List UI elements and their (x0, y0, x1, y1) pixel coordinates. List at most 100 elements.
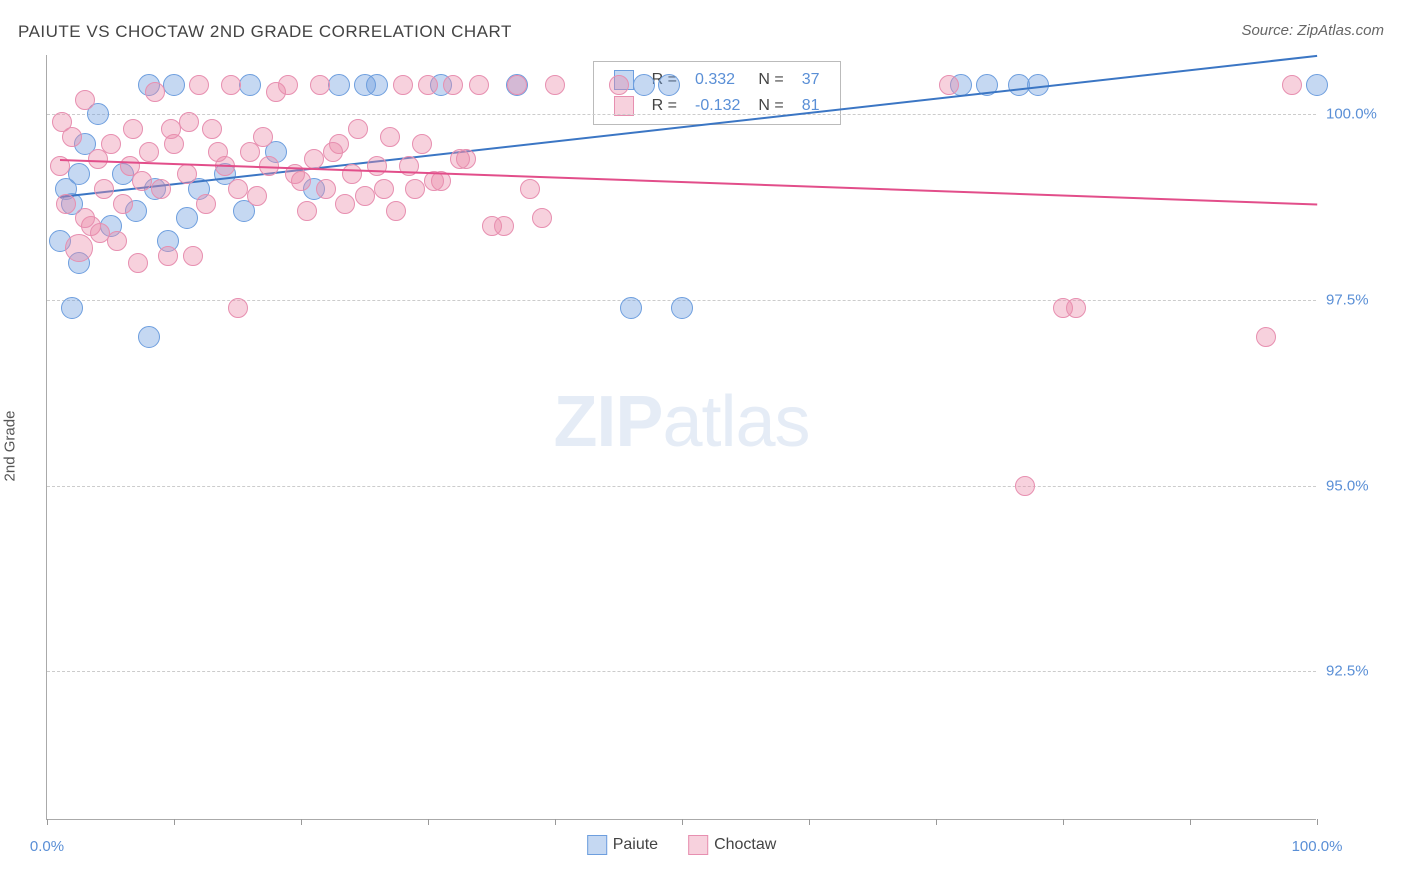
scatter-point (158, 246, 178, 266)
scatter-point (65, 234, 93, 262)
scatter-point (310, 75, 330, 95)
scatter-point (355, 186, 375, 206)
scatter-point (609, 75, 629, 95)
scatter-point (101, 134, 121, 154)
scatter-point (323, 142, 343, 162)
y-tick-label: 95.0% (1326, 477, 1386, 494)
scatter-point (386, 201, 406, 221)
scatter-point (139, 142, 159, 162)
scatter-point (494, 216, 514, 236)
scatter-point (138, 326, 160, 348)
scatter-point (123, 119, 143, 139)
scatter-point (335, 194, 355, 214)
gridline (47, 114, 1316, 115)
scatter-point (94, 179, 114, 199)
gridline (47, 671, 1316, 672)
scatter-point (90, 223, 110, 243)
scatter-point (1306, 74, 1328, 96)
x-tick (555, 819, 556, 825)
scatter-point (939, 75, 959, 95)
scatter-point (469, 75, 489, 95)
x-tick (1317, 819, 1318, 825)
gridline (47, 486, 1316, 487)
x-tick (301, 819, 302, 825)
scatter-point (278, 75, 298, 95)
scatter-point (56, 194, 76, 214)
chart-container: PAIUTE VS CHOCTAW 2ND GRADE CORRELATION … (0, 0, 1406, 892)
chart-title: PAIUTE VS CHOCTAW 2ND GRADE CORRELATION … (18, 22, 512, 42)
scatter-point (405, 179, 425, 199)
scatter-point (253, 127, 273, 147)
scatter-point (658, 74, 680, 96)
scatter-point (52, 112, 72, 132)
x-tick (936, 819, 937, 825)
scatter-point (1282, 75, 1302, 95)
scatter-point (113, 194, 133, 214)
scatter-point (189, 75, 209, 95)
scatter-point (145, 82, 165, 102)
y-tick-label: 100.0% (1326, 106, 1386, 123)
x-tick-label: 100.0% (1292, 838, 1343, 855)
watermark: ZIPatlas (553, 381, 809, 463)
scatter-point (374, 179, 394, 199)
scatter-point (61, 297, 83, 319)
scatter-point (228, 298, 248, 318)
scatter-point (304, 149, 324, 169)
scatter-point (620, 297, 642, 319)
scatter-point (545, 75, 565, 95)
x-tick-label: 0.0% (30, 838, 64, 855)
scatter-point (380, 127, 400, 147)
scatter-point (520, 179, 540, 199)
scatter-point (418, 75, 438, 95)
scatter-point (132, 171, 152, 191)
x-tick (174, 819, 175, 825)
scatter-point (196, 194, 216, 214)
scatter-point (176, 207, 198, 229)
scatter-point (532, 208, 552, 228)
scatter-point (507, 75, 527, 95)
x-tick (1190, 819, 1191, 825)
scatter-point (393, 75, 413, 95)
x-tick (682, 819, 683, 825)
scatter-point (221, 75, 241, 95)
scatter-point (412, 134, 432, 154)
plot-area: ZIPatlas R =0.332N =37R =-0.132N =81 Pai… (46, 55, 1316, 820)
scatter-point (163, 74, 185, 96)
y-tick-label: 97.5% (1326, 292, 1386, 309)
scatter-point (316, 179, 336, 199)
scatter-point (342, 164, 362, 184)
x-tick (1063, 819, 1064, 825)
scatter-point (202, 119, 222, 139)
scatter-point (247, 186, 267, 206)
scatter-point (128, 253, 148, 273)
scatter-point (183, 246, 203, 266)
scatter-point (1066, 298, 1086, 318)
scatter-point (348, 119, 368, 139)
scatter-point (1256, 327, 1276, 347)
x-tick (428, 819, 429, 825)
scatter-point (151, 179, 171, 199)
y-tick-label: 92.5% (1326, 663, 1386, 680)
scatter-point (366, 74, 388, 96)
scatter-point (367, 156, 387, 176)
x-tick (809, 819, 810, 825)
scatter-point (443, 75, 463, 95)
scatter-point (177, 164, 197, 184)
scatter-point (1015, 476, 1035, 496)
legend-item: Paiute (587, 835, 658, 855)
legend-item: Choctaw (688, 835, 776, 855)
scatter-point (208, 142, 228, 162)
scatter-point (228, 179, 248, 199)
series-legend: Paiute Choctaw (587, 835, 777, 855)
scatter-point (671, 297, 693, 319)
scatter-point (75, 90, 95, 110)
scatter-point (633, 74, 655, 96)
x-tick (47, 819, 48, 825)
scatter-point (328, 74, 350, 96)
scatter-point (450, 149, 470, 169)
y-axis-label: 2nd Grade (2, 411, 19, 482)
source-label: Source: ZipAtlas.com (1241, 22, 1384, 39)
scatter-point (239, 74, 261, 96)
scatter-point (297, 201, 317, 221)
scatter-point (179, 112, 199, 132)
